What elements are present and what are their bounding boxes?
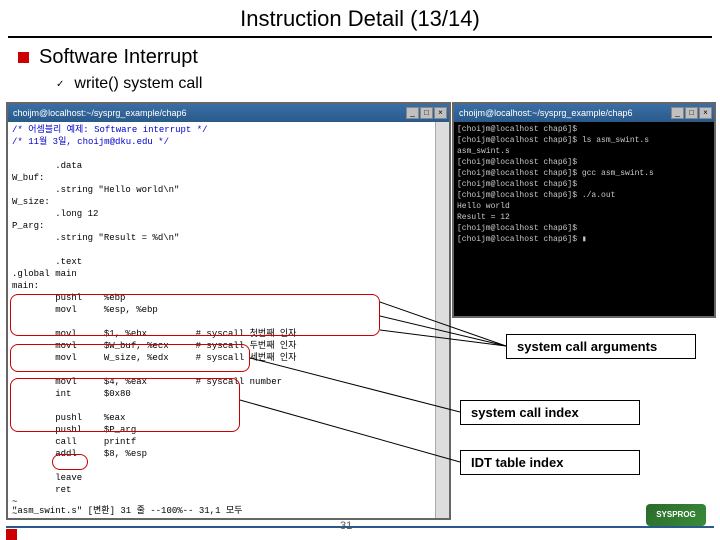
title-underline xyxy=(8,36,712,38)
page-number: 31 xyxy=(340,520,352,532)
terminal-titlebar: choijm@localhost:~/sysprg_example/chap6 … xyxy=(454,104,714,122)
slide-title: Instruction Detail (13/14) xyxy=(0,0,720,32)
highlight-box-ret xyxy=(52,454,88,470)
callout-arguments: system call arguments xyxy=(506,334,696,359)
check-icon: ✓ xyxy=(56,79,64,90)
highlight-box-idt xyxy=(10,378,240,432)
callout-idt-index: IDT table index xyxy=(460,450,640,475)
terminal-window-controls: _ □ × xyxy=(671,107,712,119)
terminal-window: choijm@localhost:~/sysprg_example/chap6 … xyxy=(452,102,716,318)
window-controls: _ □ × xyxy=(406,107,447,119)
highlight-box-syscall-index xyxy=(10,344,250,372)
close-button[interactable]: × xyxy=(699,107,712,119)
maximize-button[interactable]: □ xyxy=(420,107,433,119)
bullet-square-icon xyxy=(18,52,29,63)
vertical-scrollbar[interactable] xyxy=(435,122,449,518)
minimize-button[interactable]: _ xyxy=(671,107,684,119)
editor-titlebar-text: choijm@localhost:~/sysprg_example/chap6 xyxy=(10,108,186,118)
logo-icon: SYSPROG xyxy=(646,504,706,526)
main-bullet: Software Interrupt xyxy=(18,46,720,69)
footer-bar xyxy=(6,526,714,540)
main-bullet-text: Software Interrupt xyxy=(39,46,198,69)
sub-bullet-text: write() system call xyxy=(74,75,202,93)
minimize-button[interactable]: _ xyxy=(406,107,419,119)
footer-square-icon xyxy=(6,529,17,540)
callout-syscall-index: system call index xyxy=(460,400,640,425)
code-comment: /* 11월 3일, choijm@dku.edu */ xyxy=(12,137,169,147)
highlight-box-args xyxy=(10,294,380,336)
close-button[interactable]: × xyxy=(434,107,447,119)
editor-titlebar: choijm@localhost:~/sysprg_example/chap6 … xyxy=(8,104,449,122)
maximize-button[interactable]: □ xyxy=(685,107,698,119)
sub-bullet: ✓ write() system call xyxy=(56,75,720,93)
terminal-body[interactable]: [choijm@localhost chap6]$ [choijm@localh… xyxy=(454,122,714,316)
terminal-titlebar-text: choijm@localhost:~/sysprg_example/chap6 xyxy=(456,108,632,118)
editor-status-line: "asm_swint.s" [변환] 31 줄 --100%-- 31,1 모두 xyxy=(12,503,242,516)
code-comment: /* 어셈블리 예제: Software interrupt */ xyxy=(12,125,208,135)
